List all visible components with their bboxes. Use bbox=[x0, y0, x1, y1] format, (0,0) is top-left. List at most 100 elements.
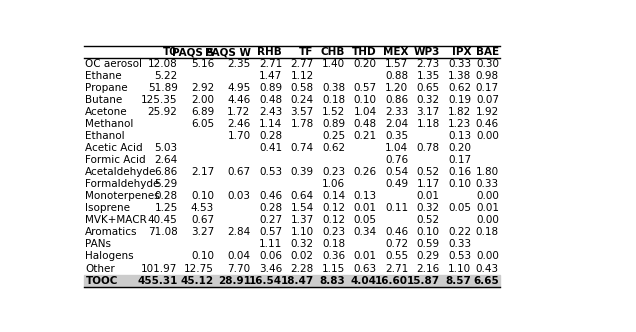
Text: 71.08: 71.08 bbox=[148, 227, 177, 237]
Text: 0.53: 0.53 bbox=[259, 167, 282, 177]
Text: 1.70: 1.70 bbox=[228, 131, 251, 141]
Text: 28.91: 28.91 bbox=[218, 276, 251, 286]
Text: 0.07: 0.07 bbox=[476, 95, 499, 105]
Text: 0.01: 0.01 bbox=[417, 192, 440, 202]
Text: Acetaldehyde: Acetaldehyde bbox=[85, 167, 157, 177]
Text: 1.11: 1.11 bbox=[259, 239, 282, 249]
Text: 1.10: 1.10 bbox=[291, 227, 314, 237]
Text: 4.46: 4.46 bbox=[227, 95, 251, 105]
Text: 0.33: 0.33 bbox=[448, 59, 471, 69]
Text: 3.27: 3.27 bbox=[191, 227, 214, 237]
Text: 0.21: 0.21 bbox=[354, 131, 377, 141]
Text: 6.89: 6.89 bbox=[191, 107, 214, 117]
Text: 0.57: 0.57 bbox=[259, 227, 282, 237]
Text: Acetic Acid: Acetic Acid bbox=[85, 143, 143, 153]
Text: 5.29: 5.29 bbox=[155, 179, 177, 189]
Text: 6.05: 6.05 bbox=[191, 119, 214, 129]
Text: 0.46: 0.46 bbox=[385, 227, 408, 237]
Text: MVK+MACR: MVK+MACR bbox=[85, 215, 147, 225]
Text: 0.48: 0.48 bbox=[259, 95, 282, 105]
Text: 8.57: 8.57 bbox=[445, 276, 471, 286]
Text: 12.08: 12.08 bbox=[148, 59, 177, 69]
Text: 0.86: 0.86 bbox=[385, 95, 408, 105]
Text: 0.22: 0.22 bbox=[448, 227, 471, 237]
Text: OC aerosol: OC aerosol bbox=[85, 59, 142, 69]
Text: T0: T0 bbox=[163, 47, 177, 57]
Text: TF: TF bbox=[300, 47, 314, 57]
Text: 0.89: 0.89 bbox=[259, 83, 282, 93]
Text: 2.71: 2.71 bbox=[385, 264, 408, 274]
Text: 0.54: 0.54 bbox=[385, 167, 408, 177]
Text: 0.10: 0.10 bbox=[191, 192, 214, 202]
Text: 1.80: 1.80 bbox=[476, 167, 499, 177]
Text: 15.87: 15.87 bbox=[406, 276, 440, 286]
Text: 0.01: 0.01 bbox=[354, 252, 377, 262]
Text: 1.78: 1.78 bbox=[291, 119, 314, 129]
Text: 0.00: 0.00 bbox=[476, 131, 499, 141]
Text: 0.17: 0.17 bbox=[448, 155, 471, 165]
Text: Formaldehyde: Formaldehyde bbox=[85, 179, 160, 189]
Text: 2.77: 2.77 bbox=[291, 59, 314, 69]
Text: 0.48: 0.48 bbox=[354, 119, 377, 129]
Text: 1.17: 1.17 bbox=[417, 179, 440, 189]
Text: 0.62: 0.62 bbox=[448, 83, 471, 93]
Text: 101.97: 101.97 bbox=[141, 264, 177, 274]
Text: 12.75: 12.75 bbox=[184, 264, 214, 274]
Text: 2.92: 2.92 bbox=[191, 83, 214, 93]
Text: 1.23: 1.23 bbox=[448, 119, 471, 129]
Text: 0.00: 0.00 bbox=[476, 192, 499, 202]
Text: Acetone: Acetone bbox=[85, 107, 128, 117]
Text: 0.53: 0.53 bbox=[448, 252, 471, 262]
Text: 2.35: 2.35 bbox=[227, 59, 251, 69]
Text: 0.18: 0.18 bbox=[476, 227, 499, 237]
Text: 5.03: 5.03 bbox=[155, 143, 177, 153]
Text: 0.38: 0.38 bbox=[322, 83, 345, 93]
Text: 0.49: 0.49 bbox=[385, 179, 408, 189]
Text: 455.31: 455.31 bbox=[137, 276, 177, 286]
Text: Formic Acid: Formic Acid bbox=[85, 155, 146, 165]
Text: 1.37: 1.37 bbox=[291, 215, 314, 225]
Text: 0.39: 0.39 bbox=[291, 167, 314, 177]
Text: 125.35: 125.35 bbox=[141, 95, 177, 105]
Text: 1.40: 1.40 bbox=[322, 59, 345, 69]
Text: 0.24: 0.24 bbox=[291, 95, 314, 105]
Text: 4.04: 4.04 bbox=[350, 276, 377, 286]
Text: 7.70: 7.70 bbox=[228, 264, 251, 274]
Text: 0.26: 0.26 bbox=[354, 167, 377, 177]
Text: 1.54: 1.54 bbox=[291, 204, 314, 213]
Text: Propane: Propane bbox=[85, 83, 128, 93]
Text: 0.30: 0.30 bbox=[476, 59, 499, 69]
Text: 1.57: 1.57 bbox=[385, 59, 408, 69]
Text: 0.33: 0.33 bbox=[448, 239, 471, 249]
Text: 0.17: 0.17 bbox=[476, 83, 499, 93]
Text: 0.52: 0.52 bbox=[417, 167, 440, 177]
Text: BAE: BAE bbox=[476, 47, 499, 57]
Text: 0.36: 0.36 bbox=[322, 252, 345, 262]
Text: 0.01: 0.01 bbox=[354, 204, 377, 213]
Text: 5.22: 5.22 bbox=[155, 71, 177, 81]
Text: 0.18: 0.18 bbox=[322, 95, 345, 105]
Text: 1.52: 1.52 bbox=[322, 107, 345, 117]
Text: 0.10: 0.10 bbox=[417, 227, 440, 237]
Text: 0.27: 0.27 bbox=[259, 215, 282, 225]
Text: 0.05: 0.05 bbox=[448, 204, 471, 213]
Text: 1.04: 1.04 bbox=[354, 107, 377, 117]
Text: 5.16: 5.16 bbox=[191, 59, 214, 69]
Text: 1.35: 1.35 bbox=[417, 71, 440, 81]
Text: 0.43: 0.43 bbox=[476, 264, 499, 274]
Text: 0.32: 0.32 bbox=[417, 95, 440, 105]
Text: 0.02: 0.02 bbox=[291, 252, 314, 262]
Text: 2.84: 2.84 bbox=[227, 227, 251, 237]
Text: 0.58: 0.58 bbox=[291, 83, 314, 93]
Text: 0.00: 0.00 bbox=[476, 215, 499, 225]
Text: 16.60: 16.60 bbox=[375, 276, 408, 286]
Text: 1.47: 1.47 bbox=[259, 71, 282, 81]
Text: 1.12: 1.12 bbox=[291, 71, 314, 81]
Text: Other: Other bbox=[85, 264, 115, 274]
Text: 0.41: 0.41 bbox=[259, 143, 282, 153]
Text: 0.16: 0.16 bbox=[448, 167, 471, 177]
Text: 0.28: 0.28 bbox=[155, 192, 177, 202]
Text: 0.14: 0.14 bbox=[322, 192, 345, 202]
Text: 8.83: 8.83 bbox=[319, 276, 345, 286]
Text: 1.04: 1.04 bbox=[385, 143, 408, 153]
